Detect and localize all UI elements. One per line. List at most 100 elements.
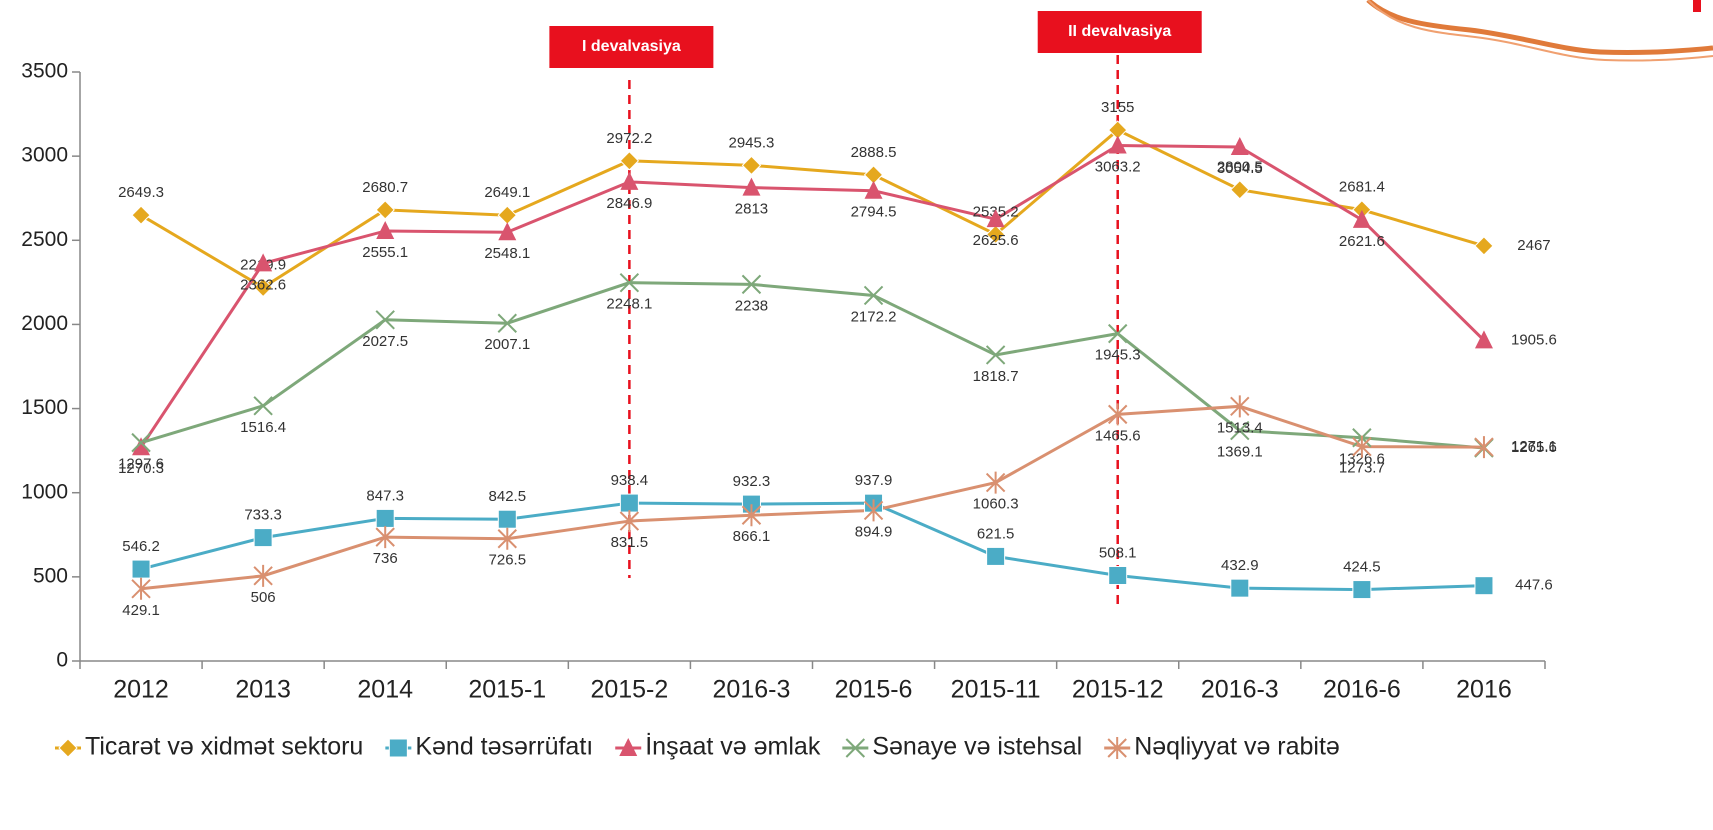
data-label: 733.3 (244, 507, 282, 524)
marker (131, 432, 151, 453)
data-label: 1369.1 (1217, 444, 1263, 461)
legend-label: Ticarət və xidmət sektoru (85, 733, 363, 761)
marker (375, 310, 395, 330)
data-label: 429.1 (122, 602, 160, 619)
data-label: 2680.7 (362, 179, 408, 196)
data-label: 2972.2 (606, 130, 652, 147)
data-label: 3155 (1101, 99, 1134, 116)
legend-label: Nəqliyyat və rabitə (1134, 733, 1340, 761)
marker (253, 564, 273, 587)
y-tick-label: 500 (33, 564, 68, 587)
x-tick-label: 2016-3 (713, 676, 791, 704)
marker (619, 510, 640, 533)
data-label: 546.2 (122, 538, 160, 555)
x-tick-label: 2015-2 (590, 676, 668, 704)
marker (741, 155, 762, 176)
marker (1230, 180, 1250, 200)
legend-label: İnşaat və əmlak (645, 732, 821, 761)
marker (498, 222, 517, 241)
decoration (1367, 0, 1713, 62)
data-label: 2555.1 (362, 244, 408, 261)
marker (253, 528, 273, 548)
marker (132, 437, 151, 456)
data-label: 866.1 (733, 528, 771, 545)
marker (388, 738, 408, 758)
marker (741, 274, 762, 295)
data-label: 2548.1 (484, 245, 530, 262)
data-label: 2621.6 (1339, 233, 1385, 250)
marker (985, 345, 1006, 365)
marker (497, 527, 517, 550)
marker (1108, 403, 1128, 426)
marker (986, 209, 1005, 228)
x-tick-label: 2015-11 (951, 676, 1041, 704)
marker (1230, 136, 1249, 155)
data-label: 1273.7 (1339, 460, 1385, 477)
decoration (1366, 0, 1713, 56)
x-tick-label: 2014 (357, 676, 413, 704)
y-tick-label: 2500 (21, 228, 68, 251)
data-label: 2649.1 (484, 184, 530, 201)
data-label: 2248.1 (606, 296, 652, 313)
marker (1474, 436, 1494, 459)
data-label: 894.9 (855, 523, 893, 540)
marker (131, 559, 151, 579)
marker (863, 285, 884, 306)
data-label: 432.9 (1221, 557, 1259, 574)
marker (742, 177, 761, 196)
marker (986, 546, 1006, 566)
marker (1474, 330, 1493, 349)
data-label: 2681.4 (1339, 179, 1385, 196)
y-tick-label: 3000 (21, 144, 68, 167)
data-label: 937.9 (855, 472, 893, 489)
data-label: 1465.6 (1095, 427, 1141, 444)
data-label: 726.5 (489, 552, 527, 569)
data-label: 2813 (735, 201, 768, 218)
data-label: 2238 (735, 297, 768, 314)
data-label: 1818.7 (973, 368, 1019, 385)
data-label: 1513.4 (1217, 419, 1263, 436)
data-label: 2800.5 (1217, 159, 1263, 176)
data-label: 1945.3 (1095, 347, 1141, 364)
data-label: 2649.3 (118, 184, 164, 201)
marker (497, 313, 517, 333)
data-label: 842.5 (489, 488, 527, 505)
marker (1108, 323, 1128, 344)
marker (58, 738, 78, 758)
data-label: 2625.6 (973, 232, 1019, 249)
y-tick-label: 3500 (21, 60, 68, 83)
data-label: 2846.9 (606, 195, 652, 212)
marker (253, 396, 273, 416)
marker (253, 277, 273, 298)
data-label: 3054.5 (1217, 160, 1263, 177)
data-label: 2007.1 (484, 336, 530, 353)
series-line (140, 501, 1485, 592)
marker (376, 221, 395, 240)
marker (375, 526, 395, 549)
data-label: 2027.5 (362, 333, 408, 350)
marker (254, 253, 273, 272)
annotation-box (549, 26, 714, 68)
annotation-box (1037, 11, 1202, 53)
marker (619, 272, 640, 293)
data-label: 1271.1 (1511, 438, 1557, 455)
x-tick-label: 2012 (113, 676, 169, 704)
marker (741, 504, 762, 527)
data-label: 1516.4 (240, 419, 286, 436)
legend: Ticarət və xidmət sektoru Kənd təsərrüfat… (55, 732, 1340, 761)
data-label: 1905.6 (1511, 331, 1557, 348)
data-label: 2172.2 (851, 308, 897, 325)
data-label: 2794.5 (851, 204, 897, 221)
marker (1230, 420, 1250, 441)
data-label: 506 (251, 589, 276, 606)
x-tick-label: 2015-1 (468, 676, 546, 704)
marker (1352, 580, 1372, 600)
marker (1230, 395, 1250, 418)
x-tick-label: 2013 (235, 676, 291, 704)
data-label: 1060.3 (973, 496, 1019, 513)
data-label: 3063.2 (1095, 158, 1141, 175)
legend-label: Kənd təsərrüfatı (415, 733, 593, 761)
x-tick-label: 2016-6 (1323, 676, 1401, 704)
data-label: 424.5 (1343, 559, 1381, 576)
marker (1352, 435, 1372, 458)
